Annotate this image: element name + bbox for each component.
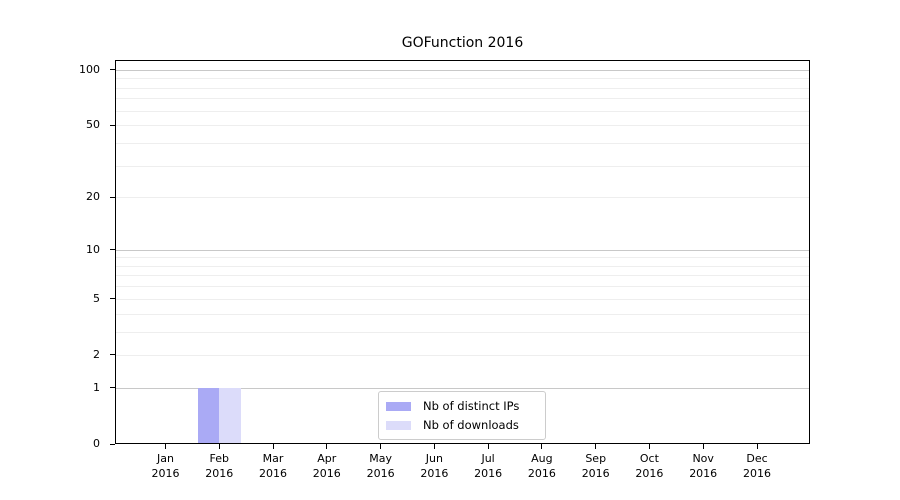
x-tick-mark [165, 444, 166, 449]
bar-nb-of-downloads-feb [219, 387, 241, 443]
x-tick-month: May [369, 452, 392, 465]
gridline-minor [116, 257, 809, 259]
x-tick-month: Apr [317, 452, 337, 465]
x-tick-month: Aug [531, 452, 553, 465]
x-tick-label-jul: Jul 2016 [456, 451, 520, 481]
x-tick-label-mar: Mar 2016 [241, 451, 305, 481]
x-tick-mark [218, 444, 220, 449]
chart-title: GOFunction 2016 [401, 35, 524, 51]
y-tick-mark [110, 124, 115, 126]
gridline-minor [116, 298, 809, 300]
x-tick-mark [487, 444, 489, 449]
x-tick-month: Dec [746, 452, 768, 465]
gridline-minor [116, 110, 809, 112]
x-tick-label-jan: Jan 2016 [134, 451, 198, 481]
y-tick-mark [110, 443, 115, 445]
y-tick-label: 5 [93, 291, 100, 305]
gridline-major [116, 387, 809, 389]
x-tick-label-may: May 2016 [349, 451, 413, 481]
x-tick-mark [326, 444, 328, 449]
x-tick-mark [648, 444, 650, 449]
gridline-minor [116, 331, 809, 333]
x-tick-mark [380, 444, 382, 449]
gridline-minor [116, 265, 809, 267]
y-tick-mark [110, 298, 115, 300]
x-tick-label-jun: Jun 2016 [402, 451, 466, 481]
x-tick-label-feb: Feb 2016 [187, 451, 251, 481]
gridline-minor [116, 142, 809, 144]
legend-label: Nb of downloads [423, 418, 519, 432]
x-tick-mark [272, 444, 274, 449]
y-tick-label: 100 [79, 62, 100, 76]
gridline-major [116, 69, 809, 71]
y-tick-label: 20 [86, 190, 100, 204]
bar-nb-of-distinct-ips-feb [197, 387, 220, 443]
y-tick-mark [110, 196, 115, 198]
x-tick-mark [541, 444, 543, 449]
legend-label: Nb of distinct IPs [423, 399, 520, 413]
legend-item-nb-of-distinct-ips: Nb of distinct IPs [386, 399, 538, 413]
gridline-minor [116, 313, 809, 315]
legend-item-nb-of-downloads: Nb of downloads [386, 418, 538, 432]
y-tick-label: 1 [93, 380, 100, 394]
x-tick-label-dec: Dec 2016 [725, 451, 789, 481]
x-tick-year: 2016 [689, 467, 718, 480]
y-tick-mark [110, 387, 115, 389]
x-tick-year: 2016 [420, 467, 449, 480]
x-tick-month: Jul [481, 452, 495, 465]
x-tick-year: 2016 [312, 467, 341, 480]
x-tick-mark [595, 444, 597, 449]
y-tick-label: 0 [93, 437, 100, 450]
x-tick-year: 2016 [474, 467, 503, 480]
x-tick-month: Feb [209, 452, 230, 465]
gridline-minor [116, 286, 809, 288]
gridline-minor [116, 197, 809, 199]
x-tick-label-apr: Apr 2016 [295, 451, 359, 481]
x-tick-month: Mar [262, 452, 284, 465]
x-tick-month: Jun [425, 452, 443, 465]
x-tick-year: 2016 [259, 467, 287, 480]
legend-swatch-nb-of-distinct-ips [386, 401, 411, 411]
gridline-minor [116, 165, 809, 167]
x-tick-year: 2016 [151, 467, 180, 480]
gridline-minor [116, 354, 809, 356]
legend-swatch-nb-of-downloads [386, 420, 411, 430]
x-tick-mark [433, 444, 435, 449]
legend: Nb of distinct IPs Nb of downloads [378, 391, 546, 440]
x-tick-label-nov: Nov 2016 [671, 451, 735, 481]
y-tick-label: 2 [93, 347, 100, 361]
y-tick-mark [110, 69, 115, 71]
x-tick-mark [702, 444, 704, 449]
y-tick-label: 10 [86, 242, 100, 256]
gridline-minor [116, 275, 809, 277]
gridline-minor [116, 98, 809, 100]
x-tick-year: 2016 [205, 467, 234, 480]
x-tick-label-oct: Oct 2016 [617, 451, 681, 481]
x-tick-month: Nov [692, 452, 714, 465]
x-tick-month: Oct [639, 452, 659, 465]
x-tick-month: Jan [157, 452, 174, 465]
x-tick-year: 2016 [366, 467, 395, 480]
y-tick-mark [110, 249, 115, 251]
x-tick-year: 2016 [635, 467, 664, 480]
gridline-minor [116, 125, 809, 127]
x-tick-label-sep: Sep 2016 [564, 451, 628, 481]
x-tick-mark [756, 444, 758, 449]
x-tick-year: 2016 [581, 467, 610, 480]
gridline-minor [116, 87, 809, 89]
x-tick-year: 2016 [527, 467, 556, 480]
x-tick-month: Sep [585, 452, 607, 465]
gridline-minor [116, 78, 809, 80]
y-tick-label: 50 [86, 118, 100, 132]
x-tick-label-aug: Aug 2016 [510, 451, 574, 481]
x-tick-year: 2016 [743, 467, 771, 480]
y-tick-mark [110, 354, 115, 356]
gridline-major [116, 249, 809, 251]
